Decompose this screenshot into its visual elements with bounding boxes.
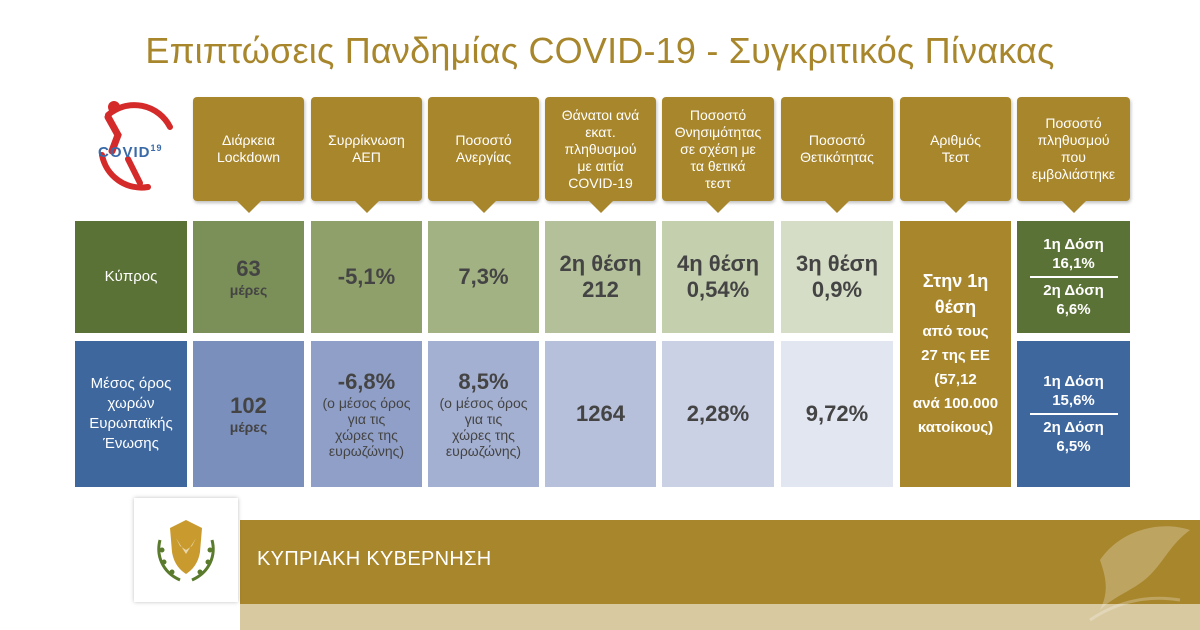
header-gdp: Συρρίκνωση ΑΕΠ [311,97,422,213]
logo-sup: 19 [150,143,163,153]
header-lockdown: Διάρκεια Lockdown [193,97,304,213]
footer-text: ΚΥΠΡΙΑΚΗ ΚΥΒΕΡΝΗΣΗ [257,548,492,570]
page-title: Επιπτώσεις Πανδημίας COVID-19 - Συγκριτι… [145,30,1055,71]
header-deaths: Θάνατοι ανά εκατ. πληθυσμού με αιτία COV… [545,97,656,213]
cyprus-deaths-cell: 2η θέση 212 [545,221,656,333]
cyprus-positivity-rank: 3η θέση [795,251,879,276]
cyprus-lockdown-unit: μέρες [229,282,268,298]
header-tests: Αριθμός Τεστ [900,97,1011,213]
tests-detail: από τους 27 της ΕΕ (57,12 ανά 100.000 κα… [912,323,999,436]
header-label: Ποσοστό πληθυσμού που εμβολιάστηκε [1031,115,1116,182]
divider [1029,413,1118,415]
cyprus-vaccination-cell: 1η Δόση 16,1% 2η Δόση 6,6% [1017,221,1130,333]
eu-lockdown-cell: 102 μέρες [193,341,304,487]
cyprus-mortality-value: 0,54% [686,277,750,302]
cyprus-lockdown-value: 63 [236,256,261,281]
eu-mortality-value: 2,28% [686,401,750,426]
cyprus-deaths-value: 212 [582,277,619,302]
cyprus-mortality-cell: 4η θέση 0,54% [662,221,774,333]
covid-logo: COVID19 [88,95,184,191]
logo-text: COVID [98,144,151,161]
header-vaccination: Ποσοστό πληθυσμού που εμβολιάστηκε [1017,97,1130,213]
dove-watermark-icon [1089,526,1190,622]
eu-vax-dose1: 1η Δόση 15,6% [1043,373,1104,409]
tests-rank: Στην 1η θέση [922,271,989,317]
eu-mortality-cell: 2,28% [662,341,774,487]
eu-deaths-value: 1264 [576,401,625,426]
eu-unemployment-note: (ο μέσος όρος για τις χώρες της ευρωζώνη… [439,395,528,459]
eu-vaccination-cell: 1η Δόση 15,6% 2η Δόση 6,5% [1017,341,1130,487]
cyprus-positivity-cell: 3η θέση 0,9% [781,221,893,333]
eu-positivity-value: 9,72% [805,401,869,426]
header-unemployment: Ποσοστό Ανεργίας [428,97,539,213]
header-positivity: Ποσοστό Θετικότητας [781,97,893,213]
coat-of-arms-icon [157,520,215,582]
header-label: Αριθμός Τεστ [930,132,981,165]
cyprus-gdp-value: -5,1% [337,264,396,289]
tests-cell: Στην 1η θέση από τους 27 της ΕΕ (57,12 α… [900,221,1011,487]
cyprus-positivity-value: 0,9% [811,277,863,302]
cyprus-lockdown-cell: 63 μέρες [193,221,304,333]
footer-band-light [240,604,1200,630]
header-label: Συρρίκνωση ΑΕΠ [328,132,405,165]
header-label: Θάνατοι ανά εκατ. πληθυσμού με αιτία COV… [561,106,640,191]
header-label: Ποσοστό Ανεργίας [455,132,512,165]
eu-lockdown-value: 102 [230,393,267,418]
eu-unemployment-cell: 8,5% (ο μέσος όρος για τις χώρες της ευρ… [428,341,539,487]
cyprus-mortality-rank: 4η θέση [676,251,760,276]
eu-deaths-cell: 1264 [545,341,656,487]
eu-unemployment-value: 8,5% [458,369,509,394]
cyprus-deaths-rank: 2η θέση [559,251,642,276]
cyprus-vax-dose2: 2η Δόση 6,6% [1043,282,1104,318]
header-label: Ποσοστό Θετικότητας [800,132,874,165]
row-label-cyprus: Κύπρος [75,221,187,333]
header-label: Ποσοστό Θνησιμότητας σε σχέση με τα θετι… [674,106,762,191]
eu-gdp-value: -6,8% [337,369,396,394]
cyprus-unemployment-cell: 7,3% [428,221,539,333]
emblem-box [134,498,238,602]
eu-vax-dose2: 2η Δόση 6,5% [1043,419,1104,455]
eu-positivity-cell: 9,72% [781,341,893,487]
eu-lockdown-unit: μέρες [229,419,268,435]
eu-gdp-note: (ο μέσος όρος για τις χώρες της ευρωζώνη… [322,395,411,459]
cyprus-gdp-cell: -5,1% [311,221,422,333]
cyprus-unemployment-value: 7,3% [458,264,509,289]
cyprus-vax-dose1: 1η Δόση 16,1% [1043,236,1104,272]
eu-gdp-cell: -6,8% (ο μέσος όρος για τις χώρες της ευ… [311,341,422,487]
header-label: Διάρκεια Lockdown [216,132,281,165]
divider [1029,276,1118,278]
row-label-eu: Μέσος όρος χωρών Ευρωπαϊκής Ένωσης [75,341,187,487]
footer-band [240,520,1200,604]
header-mortality: Ποσοστό Θνησιμότητας σε σχέση με τα θετι… [662,97,774,213]
covid-logo-icon [99,101,173,191]
